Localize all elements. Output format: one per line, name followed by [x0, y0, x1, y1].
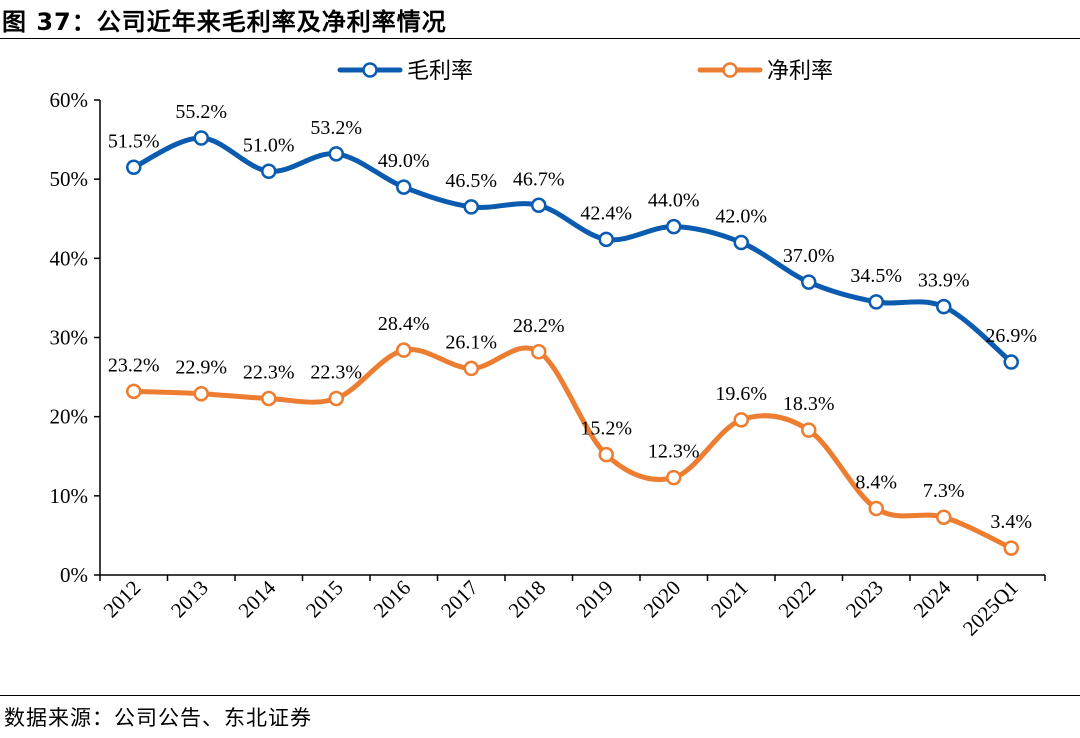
net-margin-data-label: 22.3%	[243, 361, 295, 383]
gross-margin-data-label: 49.0%	[378, 150, 430, 172]
net-margin-series: 23.2% 22.9% 22.3% 22.3% 28.4% 26.1% 28.2% 15.2%…	[108, 313, 1032, 556]
gross-margin-legend-label: 毛利率	[407, 59, 473, 84]
x-tick-label: 2012	[99, 576, 146, 623]
x-tick-label: 2015	[301, 576, 348, 623]
gross-margin-point	[733, 234, 749, 251]
net-margin-data-label: 23.2%	[108, 354, 160, 376]
net-margin-legend-marker	[722, 62, 738, 78]
gross-margin-data-label: 42.0%	[715, 206, 767, 228]
x-tick-label: 2021	[706, 576, 753, 623]
gross-margin-point	[328, 146, 344, 162]
net-margin-point	[396, 342, 412, 358]
net-margin-point	[936, 509, 952, 525]
x-tick-label: 2013	[166, 576, 213, 623]
gross-margin-data-label: 46.7%	[513, 168, 565, 190]
x-tick-label: 2023	[841, 576, 888, 623]
net-margin-data-label: 28.2%	[513, 315, 565, 337]
x-tick-label: 2019	[571, 576, 618, 623]
net-margin-point	[1003, 540, 1019, 556]
y-tick-label: 0%	[60, 563, 88, 587]
y-tick-label: 30%	[50, 326, 89, 350]
gross-margin-data-label: 34.5%	[850, 265, 902, 287]
chart-title: 图 37：公司近年来毛利率及净利率情况	[2, 8, 447, 36]
gross-margin-point	[868, 294, 884, 310]
net-margin-point	[126, 383, 142, 400]
top-rule	[0, 38, 1080, 39]
gross-margin-data-label: 33.9%	[918, 270, 970, 292]
gross-margin-point	[463, 199, 479, 215]
gross-margin-data-label: 55.2%	[175, 101, 227, 123]
net-margin-point	[666, 469, 682, 486]
line-chart: 0% 10% 20% 30% 40% 50% 60% 2012 2013 2014 2015 2016…	[50, 59, 1046, 641]
net-margin-data-label: 18.3%	[783, 393, 835, 415]
net-margin-point	[801, 422, 817, 438]
gross-margin-point	[261, 163, 277, 179]
net-margin-data-label: 7.3%	[923, 480, 965, 502]
net-margin-point	[463, 360, 479, 377]
gross-margin-point	[801, 274, 817, 290]
gross-margin-point	[1003, 354, 1019, 370]
bottom-rule	[0, 695, 1080, 696]
net-margin-point	[733, 412, 749, 428]
y-tick-label: 40%	[50, 246, 89, 270]
gross-margin-legend-marker	[362, 62, 378, 78]
y-tick-label: 20%	[50, 405, 89, 429]
x-tick-label: 2024	[909, 575, 956, 622]
gross-margin-point	[936, 298, 952, 315]
net-margin-point	[261, 390, 277, 407]
net-margin-point	[598, 446, 614, 463]
net-margin-legend-label: 净利率	[767, 59, 833, 84]
net-margin-data-label: 8.4%	[855, 472, 897, 494]
net-margin-point	[531, 344, 547, 360]
net-margin-data-label: 19.6%	[715, 383, 767, 405]
gross-margin-point	[126, 159, 142, 176]
gross-margin-data-label: 51.5%	[108, 130, 160, 152]
x-tick-label: 2018	[504, 576, 551, 623]
gross-margin-point	[598, 231, 614, 248]
net-margin-point	[193, 385, 209, 402]
gross-margin-data-label: 44.0%	[648, 190, 700, 212]
x-tick-label: 2020	[639, 576, 686, 623]
gross-margin-data-label: 26.9%	[985, 325, 1037, 347]
x-tick-label: 2016	[369, 576, 416, 623]
series-layer: 51.5% 55.2% 51.0% 53.2% 49.0% 46.5% 46.7% 42.4%…	[108, 101, 1037, 556]
net-margin-data-label: 22.9%	[175, 357, 227, 379]
gross-margin-point	[193, 130, 209, 146]
net-margin-data-label: 26.1%	[445, 331, 497, 353]
net-margin-data-label: 28.4%	[378, 313, 430, 335]
net-margin-data-label: 22.3%	[310, 361, 362, 383]
net-margin-line	[131, 345, 1014, 551]
gross-margin-data-label: 46.5%	[445, 170, 497, 192]
y-tick-label: 50%	[50, 167, 89, 191]
gross-margin-data-label: 42.4%	[580, 202, 632, 224]
net-margin-data-label: 3.4%	[990, 511, 1032, 533]
gross-margin-data-label: 37.0%	[783, 245, 835, 267]
gross-margin-point	[666, 218, 682, 235]
gross-margin-data-label: 51.0%	[243, 134, 295, 156]
x-tick-label: 2017	[436, 576, 483, 623]
x-tick-label: 2014	[234, 575, 281, 622]
gross-margin-point	[396, 179, 412, 195]
gross-margin-data-label: 53.2%	[310, 117, 362, 139]
source-note: 数据来源：公司公告、东北证券	[4, 706, 312, 730]
net-margin-point	[328, 390, 344, 407]
x-tick-label: 2022	[774, 576, 821, 623]
gross-margin-series: 51.5% 55.2% 51.0% 53.2% 49.0% 46.5% 46.7% 42.4%…	[108, 101, 1037, 370]
legend: 毛利率 净利率	[337, 59, 833, 84]
gross-margin-point	[531, 197, 547, 214]
net-margin-data-label: 15.2%	[580, 418, 632, 440]
net-margin-data-label: 12.3%	[648, 441, 700, 463]
y-tick-label: 10%	[50, 484, 89, 508]
net-margin-point	[868, 500, 884, 517]
x-tick-label: 2025Q1	[958, 576, 1023, 641]
y-tick-label: 60%	[50, 88, 89, 112]
